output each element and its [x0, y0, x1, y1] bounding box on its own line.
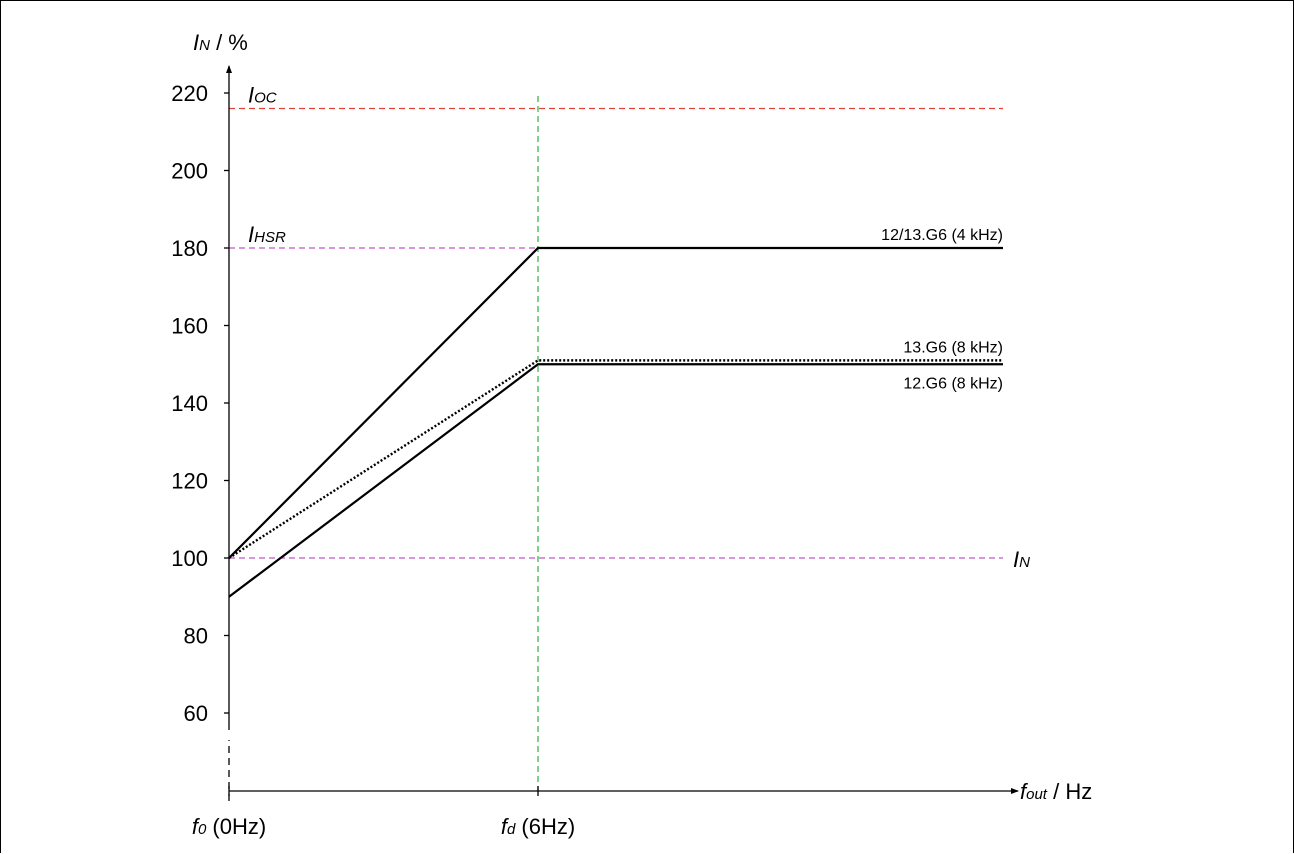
series-label-3: 12.G6 (8 kHz)	[903, 375, 1003, 392]
series-line-3	[228, 363, 1003, 598]
y-tick-label: 120	[171, 469, 208, 494]
y-tick-label: 80	[184, 624, 208, 649]
reference-label-oc: IOC	[248, 83, 277, 108]
series-label-2: 13.G6 (8 kHz)	[903, 339, 1003, 356]
series-line-2	[228, 359, 1003, 560]
y-tick-label: 160	[171, 314, 208, 339]
reference-label-n: IN	[1013, 547, 1030, 572]
y-tick-label: 200	[171, 159, 208, 184]
x-tick-label: fd (6Hz)	[501, 814, 575, 839]
y-axis-title: IN / %	[193, 30, 248, 55]
series-line-1	[228, 246, 1003, 559]
reference-label-hsr: IHSR	[248, 222, 286, 247]
x-axis-title: fout / Hz	[1020, 779, 1092, 804]
y-tick-label: 100	[171, 546, 208, 571]
series-label-1: 12/13.G6 (4 kHz)	[881, 227, 1003, 244]
y-tick-label: 220	[171, 81, 208, 106]
y-tick-label: 140	[171, 391, 208, 416]
y-tick-label: 60	[184, 701, 208, 726]
x-tick-label: f0 (0Hz)	[192, 814, 266, 839]
y-tick-label: 180	[171, 236, 208, 261]
